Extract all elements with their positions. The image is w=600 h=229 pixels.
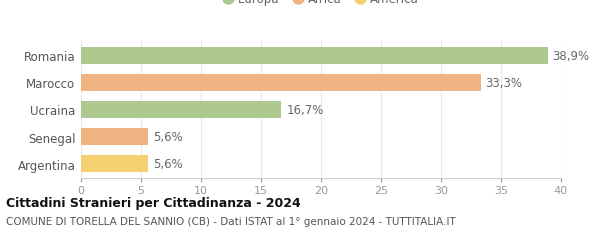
Bar <box>81 101 281 118</box>
Text: 16,7%: 16,7% <box>286 104 323 116</box>
Text: 38,9%: 38,9% <box>553 49 590 62</box>
Text: 33,3%: 33,3% <box>485 76 523 89</box>
Text: 5,6%: 5,6% <box>153 158 183 170</box>
Bar <box>81 128 148 145</box>
Bar <box>81 156 148 172</box>
Text: 5,6%: 5,6% <box>153 131 183 143</box>
Text: Cittadini Stranieri per Cittadinanza - 2024: Cittadini Stranieri per Cittadinanza - 2… <box>6 196 301 209</box>
Bar <box>81 47 548 64</box>
Text: COMUNE DI TORELLA DEL SANNIO (CB) - Dati ISTAT al 1° gennaio 2024 - TUTTITALIA.I: COMUNE DI TORELLA DEL SANNIO (CB) - Dati… <box>6 216 456 226</box>
Bar <box>81 74 481 91</box>
Legend: Europa, Africa, America: Europa, Africa, America <box>219 0 423 11</box>
